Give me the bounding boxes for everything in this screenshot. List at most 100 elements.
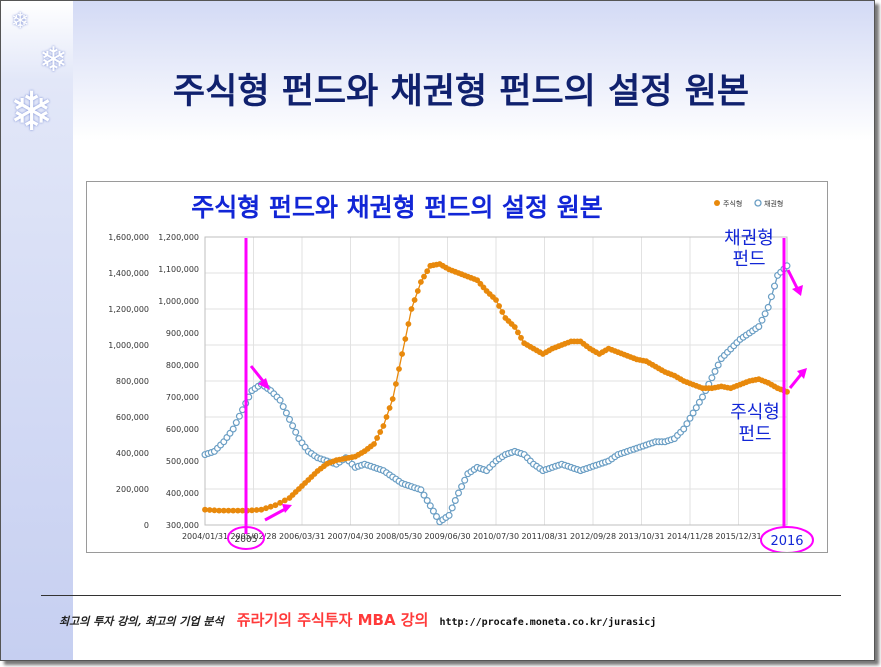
data-point-채권형 — [758, 316, 766, 324]
footer-divider — [41, 595, 841, 596]
data-point-채권형 — [282, 409, 290, 417]
left-axis: 0 200,000 400,000 600,000 800,000 1,000,000 1,… — [108, 233, 149, 530]
data-point-주식형 — [418, 279, 424, 285]
data-point-주식형 — [216, 507, 223, 514]
data-point-채권형 — [279, 403, 287, 411]
data-point-주식형 — [496, 303, 502, 309]
data-point-채권형 — [286, 415, 294, 423]
data-point-채권형 — [698, 393, 706, 401]
data-point-주식형 — [253, 507, 260, 513]
data-point-주식형 — [277, 499, 283, 506]
data-point-채권형 — [683, 420, 691, 428]
data-point-주식형 — [267, 503, 274, 510]
data-point-채권형 — [420, 491, 428, 499]
x-axis-tick-label: 2011/08/31 — [521, 532, 567, 541]
x-axis-tick-label: 2009/06/30 — [424, 532, 470, 541]
left-axis-tick-label: 1,000,000 — [108, 341, 149, 350]
right-axis-tick-label: 800,000 — [166, 361, 199, 370]
slide-title: 주식형 펀드와 채권형 펀드의 설정 원본 — [172, 72, 750, 112]
legend: 주식형 채권형 — [714, 199, 783, 208]
data-point-채권형 — [461, 476, 469, 484]
data-point-채권형 — [767, 293, 775, 301]
snowflake-icon: ❄ — [9, 80, 55, 143]
arrow-bond-down-head — [792, 285, 803, 296]
data-point-주식형 — [230, 507, 237, 514]
right-axis: 300,000 400,000 500,000 600,000 700,000 800,0… — [158, 233, 199, 530]
stock-fund-label-line1: 주식형 — [730, 402, 780, 423]
data-point-채권형 — [289, 422, 297, 430]
data-point-주식형 — [249, 507, 255, 514]
snowflake-icon: ❄ — [11, 9, 30, 34]
data-point-주식형 — [374, 435, 380, 441]
footer-course-title: 쥬라기의 주식투자 MBA 강의 — [236, 611, 429, 629]
data-point-주식형 — [258, 506, 265, 513]
right-axis-tick-label: 700,000 — [166, 393, 199, 402]
data-point-주식형 — [414, 288, 421, 294]
footer-url-link[interactable]: http://procafe.moneta.co.kr/jurasicj — [439, 617, 657, 628]
data-point-채권형 — [445, 511, 453, 519]
left-axis-tick-label: 800,000 — [116, 377, 149, 386]
data-point-채권형 — [423, 497, 431, 505]
bond-fund-label-line1: 채권형 — [724, 228, 774, 249]
bond-fund-label-line2: 펀드 — [732, 249, 765, 270]
title-band — [1, 1, 874, 141]
data-point-주식형 — [383, 414, 390, 420]
data-point-주식형 — [402, 336, 409, 342]
x-axis-tick-label: 2010/07/30 — [473, 532, 519, 541]
left-axis-tick-label: 600,000 — [116, 413, 149, 422]
data-point-주식형 — [371, 441, 377, 447]
arrow-stock-rise — [264, 506, 288, 522]
arrow-bond-peak-head — [258, 378, 270, 390]
data-point-채권형 — [417, 486, 425, 494]
data-point-주식형 — [202, 506, 208, 513]
annotation-layer: 2005 2016 채권형 펀드 주식형 펀드 — [227, 228, 814, 552]
right-axis-tick-label: 500,000 — [166, 457, 199, 466]
data-point-주식형 — [399, 351, 405, 357]
data-point-채권형 — [455, 489, 463, 497]
data-point-채권형 — [292, 428, 300, 436]
data-point-주식형 — [515, 329, 521, 336]
x-axis-tick-label: 2005/02/28 — [230, 532, 276, 541]
data-point-주식형 — [405, 321, 412, 327]
data-point-채권형 — [764, 303, 772, 311]
year-label-2016: 2016 — [770, 534, 803, 549]
x-axis-tick-label: 2014/11/28 — [667, 532, 713, 541]
legend-marker-stock — [714, 200, 720, 206]
data-point-주식형 — [225, 507, 232, 514]
data-point-채권형 — [686, 414, 694, 422]
data-point-채권형 — [276, 396, 284, 404]
plot-border — [204, 236, 788, 526]
left-axis-tick-label: 1,600,000 — [108, 233, 149, 242]
arrow-stock-up-head — [797, 368, 807, 379]
x-axis-tick-label: 2008/05/30 — [376, 532, 422, 541]
data-point-주식형 — [511, 324, 518, 330]
series-layer — [201, 261, 791, 526]
right-axis-tick-label: 1,100,000 — [158, 265, 199, 274]
data-point-주식형 — [239, 507, 246, 514]
footer: 최고의 투자 강의, 최고의 기업 분석 쥬라기의 주식투자 MBA 강의 ht… — [59, 609, 859, 630]
data-point-주식형 — [396, 366, 402, 372]
left-axis-tick-label: 400,000 — [116, 449, 149, 458]
data-point-채권형 — [229, 425, 237, 433]
data-point-채권형 — [755, 323, 763, 331]
data-point-주식형 — [518, 334, 524, 341]
left-axis-tick-label: 1,200,000 — [108, 305, 149, 314]
x-axis-tick-label: 2015/12/31 — [715, 532, 761, 541]
grid — [204, 236, 788, 526]
data-point-채권형 — [232, 419, 240, 427]
data-point-주식형 — [408, 306, 415, 312]
x-axis-tick-label: 2006/03/31 — [279, 532, 325, 541]
data-point-주식형 — [206, 507, 213, 513]
stock-fund-label-line2: 펀드 — [738, 424, 771, 445]
data-point-주식형 — [393, 381, 399, 387]
arrow-stock-rise-head — [282, 504, 292, 513]
data-point-주식형 — [424, 268, 431, 275]
data-point-채권형 — [770, 282, 778, 290]
data-point-주식형 — [281, 497, 288, 504]
chart-title: 주식형 펀드와 채권형 펀드의 설정 원본 — [191, 193, 603, 222]
data-point-채권형 — [458, 483, 466, 491]
x-axis-tick-label: 2012/09/28 — [570, 532, 616, 541]
right-axis-tick-label: 1,000,000 — [158, 297, 199, 306]
data-point-주식형 — [380, 423, 387, 429]
